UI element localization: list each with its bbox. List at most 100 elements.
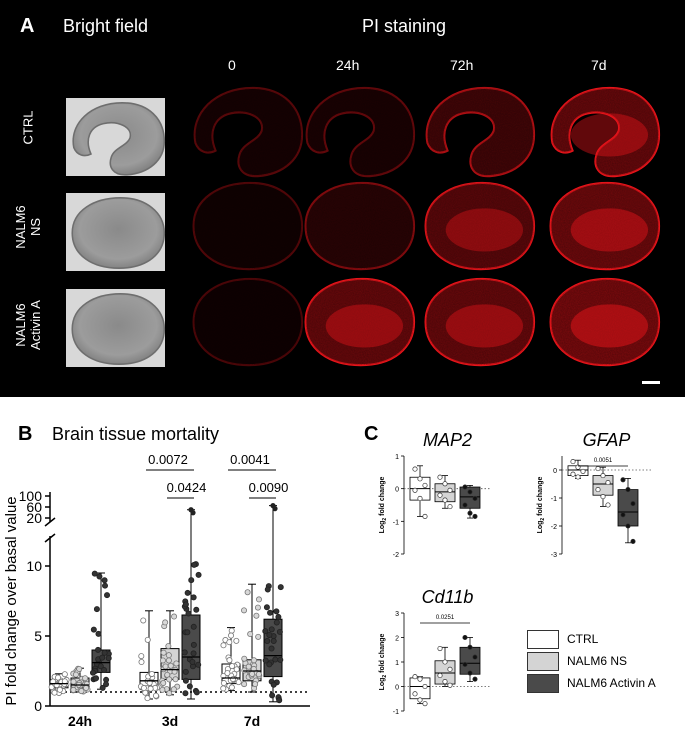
y-tick-label: 0 (395, 685, 399, 692)
data-point (148, 670, 155, 677)
chart-title: GFAP (583, 430, 631, 450)
data-point (276, 697, 283, 704)
data-point (162, 619, 169, 626)
data-point (182, 677, 189, 684)
data-point (165, 657, 172, 664)
brightfield-slice (72, 101, 166, 176)
pi-core (325, 304, 404, 348)
data-point (472, 513, 478, 519)
data-point (472, 654, 478, 660)
y-tick-label: -2 (393, 552, 399, 559)
y-tick-label: 0 (553, 468, 557, 475)
y-tick-label: 20 (26, 510, 42, 526)
data-point (70, 678, 77, 685)
pi-texture (425, 278, 535, 366)
data-point (104, 592, 111, 599)
cd11b-box-plot: Cd11b 3 2 1 0 -1 Log2 fold change 0.0251 (379, 587, 491, 716)
data-point (417, 676, 423, 682)
data-point (140, 617, 147, 624)
data-point (267, 609, 274, 616)
data-point (56, 686, 63, 693)
brightfield-image-ctrl (66, 98, 166, 176)
data-point (252, 681, 259, 688)
data-point (190, 594, 197, 601)
y-axis-label: PI fold change over basal value (3, 496, 20, 705)
y-tick-label: -1 (393, 709, 399, 716)
data-point (269, 692, 276, 699)
pi-image-ctrl-7d (550, 86, 661, 178)
data-point (159, 686, 166, 693)
data-point (190, 623, 197, 630)
data-point (250, 657, 257, 664)
pi-texture (305, 278, 415, 366)
pi-texture (306, 87, 415, 177)
data-point (437, 672, 443, 679)
data-point (103, 681, 110, 688)
box-group-2 (617, 477, 639, 544)
data-point (442, 659, 448, 665)
series-2 (89, 503, 284, 704)
data-point (447, 682, 453, 688)
data-point (93, 606, 100, 613)
data-point (462, 634, 468, 641)
data-point (264, 586, 271, 593)
axes: 3 2 1 0 -1 Log2 fold change (379, 611, 491, 716)
y-tick-label: 0 (395, 487, 399, 494)
data-point (263, 604, 270, 611)
data-point (190, 510, 196, 516)
data-point (172, 676, 179, 683)
legend-swatch-nalm6-ns (527, 651, 559, 671)
panel-c-letter: C (364, 423, 379, 445)
data-point (226, 657, 233, 664)
data-point (228, 684, 235, 691)
brightfield-tissue (72, 101, 166, 176)
pi-image-nalm6-ns-0 (192, 181, 304, 271)
pi-core (445, 304, 524, 348)
data-point (605, 502, 611, 508)
y-tick-label: -2 (551, 524, 557, 531)
chart-title: MAP2 (423, 430, 472, 450)
pi-image-ctrl-24h (305, 86, 416, 178)
data-point (241, 681, 248, 688)
gfap-box-plot: GFAP 0 -1 -2 -3 Log2 fold change 0.0051 (537, 430, 651, 559)
data-point (422, 701, 428, 707)
data-point (442, 679, 448, 685)
data-point (166, 690, 173, 697)
data-point (228, 627, 235, 634)
timepoint-label-7d: 7d (591, 57, 607, 73)
data-point (241, 655, 248, 662)
brightfield-slice (71, 292, 166, 366)
data-point (76, 665, 83, 672)
data-point (140, 685, 147, 692)
data-point (472, 676, 478, 682)
pvalue-label: 0.0072 (148, 452, 188, 467)
pvalue-label: 0.0051 (594, 458, 613, 464)
data-point (144, 636, 151, 643)
legend-label-ctrl: CTRL (567, 632, 599, 646)
data-point (245, 663, 252, 670)
y-tick-label: -1 (393, 519, 399, 526)
pi-texture (550, 182, 660, 270)
box (592, 475, 614, 496)
data-point (570, 471, 576, 477)
pvalue-brackets: 0.0072 0.0424 0.0041 0.0090 (146, 452, 288, 499)
data-point (224, 670, 231, 677)
data-point (54, 674, 61, 681)
data-point (422, 513, 428, 519)
data-point (193, 689, 200, 696)
x-tick-label: 7d (244, 713, 260, 729)
data-point (162, 663, 169, 670)
data-point (181, 649, 188, 656)
box-group-1 (592, 466, 614, 508)
data-point (184, 629, 191, 636)
data-point (173, 660, 180, 667)
data-point (417, 697, 423, 703)
box-group-1 (434, 474, 456, 510)
data-point (412, 466, 418, 472)
micrograph-grid (66, 86, 661, 384)
data-point (600, 473, 606, 479)
pi-image-nalm6-activin-0 (192, 277, 304, 367)
panel-b-title: Brain tissue mortality (52, 424, 220, 444)
data-point (255, 671, 262, 678)
